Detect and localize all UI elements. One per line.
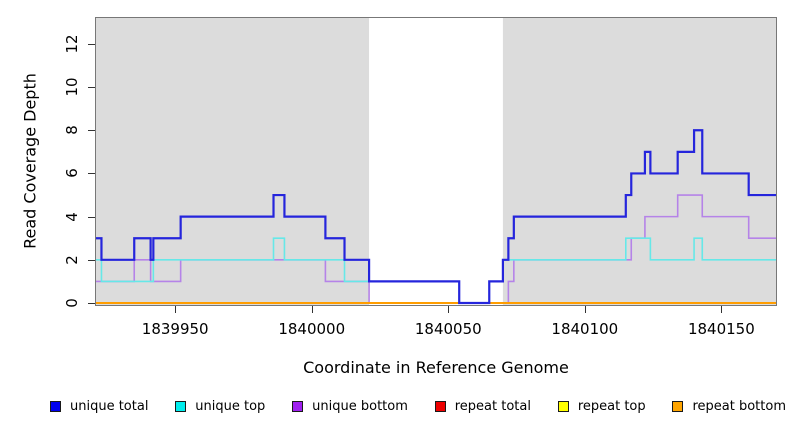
y-tick-mark bbox=[88, 259, 95, 261]
series-line-unique-total bbox=[96, 129, 776, 305]
x-tick-label: 1840150 bbox=[687, 320, 755, 338]
y-tick-label: 8 bbox=[63, 125, 81, 136]
background-region-unshaded-band bbox=[369, 18, 503, 305]
plot-area bbox=[95, 17, 777, 306]
legend-label: repeat total bbox=[454, 399, 531, 414]
legend-swatch-icon bbox=[50, 401, 61, 412]
legend-label: unique top bbox=[195, 399, 266, 414]
legend-swatch-icon bbox=[557, 401, 569, 412]
x-axis-title: Coordinate in Reference Genome bbox=[303, 358, 569, 377]
legend-item-repeat-top: repeat top bbox=[557, 399, 646, 414]
y-tick-mark bbox=[88, 303, 95, 304]
y-tick-mark bbox=[88, 43, 95, 45]
legend-label: unique total bbox=[70, 399, 149, 414]
background-region-shaded bbox=[96, 18, 370, 305]
legend-item-unique-bottom: unique bottom bbox=[292, 399, 408, 414]
y-axis-title: Read Coverage Depth bbox=[20, 73, 40, 249]
legend-item-repeat-total: repeat total bbox=[434, 399, 531, 414]
x-tick-label: 1840100 bbox=[551, 320, 619, 338]
y-tick-label: 6 bbox=[63, 168, 81, 179]
background-region-shaded bbox=[502, 18, 776, 305]
x-tick-mark bbox=[311, 306, 313, 313]
y-tick-label: 2 bbox=[63, 255, 81, 265]
legend-item-unique-top: unique top bbox=[175, 399, 265, 414]
legend-swatch-icon bbox=[672, 401, 684, 412]
legend-label: repeat bottom bbox=[692, 399, 786, 414]
y-tick-label: 4 bbox=[63, 211, 81, 222]
legend-label: repeat top bbox=[577, 399, 646, 414]
x-tick-label: 1840050 bbox=[414, 320, 482, 338]
x-tick-mark bbox=[175, 306, 177, 313]
y-tick-label: 10 bbox=[63, 77, 81, 97]
legend-item-unique-total: unique total bbox=[50, 399, 148, 414]
y-tick-mark bbox=[88, 130, 95, 132]
x-tick-mark bbox=[448, 306, 450, 313]
legend-swatch-icon bbox=[175, 401, 187, 412]
y-tick-mark bbox=[88, 173, 95, 175]
legend-swatch-icon bbox=[434, 401, 446, 412]
y-tick-mark bbox=[88, 87, 95, 89]
series-line-unique-bottom bbox=[96, 194, 776, 304]
legend-label: unique bottom bbox=[312, 399, 408, 414]
legend-swatch-icon bbox=[292, 401, 304, 412]
legend-item-repeat-bottom: repeat bottom bbox=[672, 399, 786, 414]
y-tick-label: 0 bbox=[63, 298, 81, 308]
x-tick-mark bbox=[584, 306, 586, 313]
chart-legend: unique total unique top unique bottom repea… bbox=[50, 399, 786, 414]
y-tick-label: 12 bbox=[63, 34, 81, 54]
x-tick-label: 1839950 bbox=[141, 320, 209, 338]
x-tick-mark bbox=[721, 306, 723, 313]
y-axis-line bbox=[95, 18, 96, 306]
y-tick-mark bbox=[88, 216, 95, 218]
coverage-plot-svg bbox=[96, 18, 776, 305]
x-tick-label: 1840000 bbox=[278, 320, 346, 338]
